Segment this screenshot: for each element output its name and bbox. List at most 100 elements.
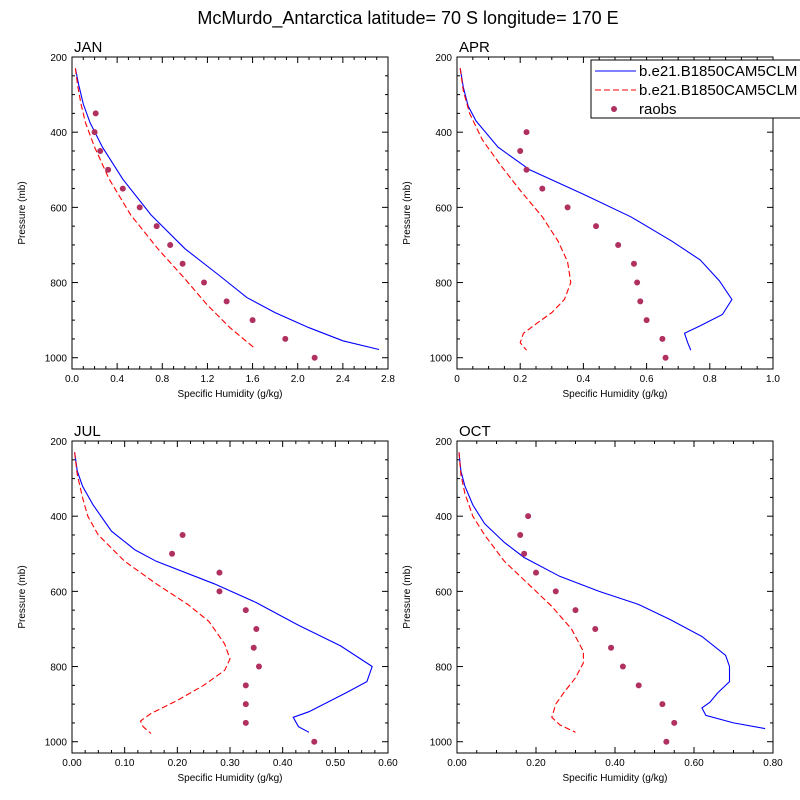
raobs-point [517,531,524,538]
raobs-point [253,625,260,632]
model-dashed-line [74,452,231,734]
y-tick-label: 200 [435,437,452,448]
model-solid-line [74,68,380,351]
x-tick-label: 0.0 [65,374,79,385]
y-tick-label: 800 [50,663,67,674]
x-tick-label: 1.0 [766,374,780,385]
raobs-point [92,110,99,117]
raobs-point [630,260,637,267]
legend-label: b.e21.B1850CAM5CLM [639,63,797,80]
y-axis-label: Pressure (mb) [402,565,413,628]
raobs-point [525,513,532,520]
x-tick-label: 0.40 [605,758,625,769]
raobs-point [662,354,669,361]
x-tick-label: 0 [454,374,460,385]
legend-box [590,59,800,119]
raobs-point [659,335,666,342]
y-tick-label: 800 [435,279,452,290]
raobs-point [533,569,539,576]
legend-raobs-marker [611,106,617,112]
raobs-point [119,185,126,192]
x-tick-label: 2.4 [336,374,350,385]
raobs-point [659,701,666,708]
raobs-point [282,335,289,342]
x-tick-label: 0.2 [513,374,527,385]
figure-title: McMurdo_Antarctica latitude= 70 S longit… [197,8,618,29]
raobs-point [201,279,208,286]
model-solid-line [74,452,373,733]
legend-label: raobs [639,101,677,118]
x-tick-label: 0.30 [220,758,240,769]
y-tick-label: 600 [50,587,67,598]
model-dashed-line [458,452,584,733]
x-tick-label: 1.2 [200,374,214,385]
y-tick-label: 800 [435,663,452,674]
raobs-point [250,644,257,651]
x-tick-label: 0.20 [526,758,546,769]
raobs-point [523,166,530,173]
x-tick-label: 0.00 [447,758,467,769]
raobs-point [635,682,642,689]
raobs-point [552,588,559,595]
x-tick-label: 0.8 [155,374,169,385]
panel-title: JUL [74,423,101,440]
raobs-point [242,701,249,708]
raobs-point [572,607,579,614]
y-tick-label: 400 [50,128,67,139]
y-tick-label: 1000 [45,354,68,365]
y-tick-label: 400 [435,128,452,139]
raobs-point [105,166,112,173]
x-axis-label: Specific Humidity (g/kg) [562,389,667,400]
raobs-point [255,663,262,670]
y-tick-label: 200 [50,437,67,448]
y-tick-label: 200 [50,53,67,64]
panel-apr: APR 0 0.2 0.4 0.6 0.8 1.0 200 400 600 800 1000 Speci… [402,39,780,400]
x-axis-label: Specific Humidity (g/kg) [177,773,282,784]
raobs-point [311,354,318,361]
y-tick-label: 400 [50,512,67,523]
raobs-point [242,719,249,726]
model-dashed-line [74,68,256,349]
raobs-point [179,531,186,538]
panel-oct: OCT 0.00 0.20 0.40 0.60 0.80 200 400 600 800 1000 S… [402,423,783,784]
panels: JAN 0.0 0.4 0.8 1.2 1.6 2.0 2.4 2.8 200 400 600 800 1… [17,39,783,784]
x-tick-label: 0.6 [640,374,654,385]
y-tick-label: 600 [435,203,452,214]
raobs-point [167,241,174,248]
x-axis-label: Specific Humidity (g/kg) [562,773,667,784]
raobs-point [643,317,650,324]
raobs-point [615,241,622,248]
y-tick-label: 200 [435,53,452,64]
raobs-point [179,260,186,267]
raobs-point [564,204,571,211]
x-tick-label: 0.4 [576,374,590,385]
raobs-point [637,298,644,305]
legend: b.e21.B1850CAM5CLM b.e21.B1850CAM5CLM raob… [590,59,800,119]
plot-frame [71,56,389,370]
y-tick-label: 600 [50,203,67,214]
raobs-point [521,550,528,557]
raobs-point [593,223,600,230]
y-tick-label: 1000 [430,354,453,365]
panel-title: OCT [459,423,491,440]
raobs-point [634,279,641,286]
y-axis-label: Pressure (mb) [17,565,28,628]
x-tick-label: 0.00 [62,758,82,769]
raobs-point [608,644,615,651]
raobs-point [97,147,104,154]
y-tick-label: 400 [435,512,452,523]
raobs-point [216,569,223,576]
y-tick-label: 800 [50,279,67,290]
x-tick-label: 0.60 [378,758,398,769]
plot-area [459,68,733,361]
raobs-point [311,738,318,745]
panel-jul: JUL 0.00 0.10 0.20 0.30 0.40 0.50 0.60 200 400 600… [17,423,398,784]
raobs-point [539,185,546,192]
plot-area [458,452,766,745]
panel-title: APR [459,39,490,56]
x-tick-label: 0.4 [110,374,124,385]
raobs-point [223,298,230,305]
y-tick-label: 1000 [45,738,68,749]
raobs-point [249,317,256,324]
model-solid-line [459,68,733,351]
